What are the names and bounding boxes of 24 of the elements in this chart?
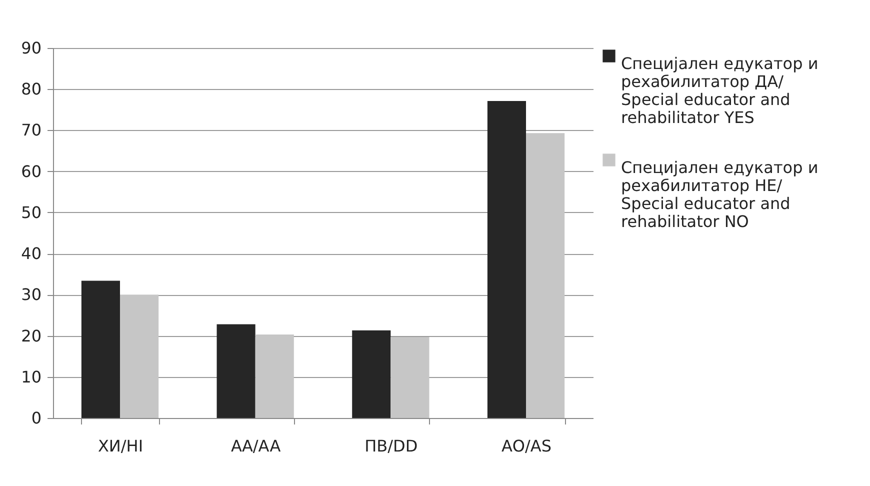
y-tick-label: 80 xyxy=(21,80,42,99)
y-tick-label: 50 xyxy=(21,202,42,222)
bar xyxy=(526,133,565,418)
bar xyxy=(81,280,120,418)
x-tick-label: ПВ/DD xyxy=(364,436,418,456)
bar xyxy=(390,337,430,418)
legend-label: Специјален едукатор и рехабилитатор ДА/ Special educator and rehabilitator YES xyxy=(621,54,818,127)
y-tick-label: 30 xyxy=(21,285,42,304)
bar xyxy=(255,334,294,418)
bar xyxy=(352,330,391,418)
y-tick-label: 10 xyxy=(21,367,42,386)
bar xyxy=(216,324,256,418)
bar xyxy=(487,101,526,418)
x-tick-label: АА/AA xyxy=(231,436,281,456)
x-tick-label: АО/AS xyxy=(501,436,552,456)
y-tick-label: 90 xyxy=(21,38,42,58)
legend-label: Специјален едукатор и рехабилитатор НЕ/ Special educator and rehabilitator NO xyxy=(621,158,818,231)
y-tick-label: 0 xyxy=(31,408,42,428)
y-tick-label: 60 xyxy=(21,162,42,181)
bar xyxy=(120,294,159,418)
y-tick-label: 70 xyxy=(21,120,42,140)
y-tick-label: 40 xyxy=(21,244,42,264)
y-tick-label: 20 xyxy=(21,326,42,346)
x-tick-label: ХИ/HI xyxy=(98,436,144,456)
